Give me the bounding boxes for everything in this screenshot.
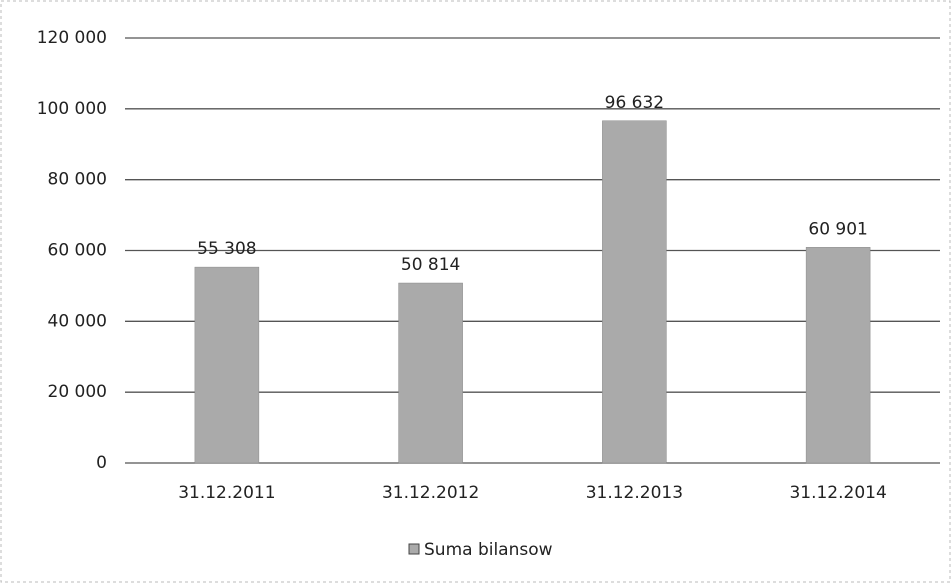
y-tick-label: 120 000 (37, 28, 107, 48)
bar (194, 266, 260, 464)
data-label: 50 814 (401, 255, 460, 275)
x-tick-label: 31.12.2014 (789, 483, 886, 503)
y-tick-label: 40 000 (48, 311, 107, 331)
y-tick-label: 80 000 (48, 170, 107, 190)
data-label: 96 632 (605, 93, 664, 113)
legend-swatch (408, 543, 420, 555)
y-tick-label: 60 000 (48, 241, 107, 261)
bar (398, 282, 463, 464)
y-tick-label: 100 000 (37, 99, 107, 119)
y-tick-label: 0 (96, 453, 107, 473)
bar (602, 120, 667, 464)
y-tick-label: 20 000 (48, 382, 107, 402)
x-tick-label: 31.12.2011 (178, 483, 275, 503)
bar (805, 247, 871, 464)
data-label: 60 901 (808, 219, 867, 239)
legend-label: Suma bilansow (424, 540, 553, 560)
x-tick-label: 31.12.2013 (586, 483, 683, 503)
x-tick-label: 31.12.2012 (382, 483, 479, 503)
data-label: 55 308 (197, 239, 256, 259)
